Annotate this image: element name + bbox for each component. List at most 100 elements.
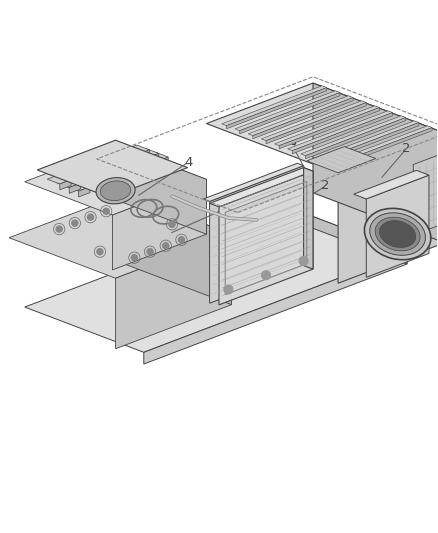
Polygon shape: [69, 183, 81, 193]
Polygon shape: [304, 167, 313, 269]
Circle shape: [261, 271, 270, 280]
Circle shape: [178, 237, 184, 243]
Polygon shape: [338, 133, 438, 283]
Polygon shape: [148, 154, 159, 164]
Polygon shape: [288, 111, 392, 151]
Polygon shape: [132, 159, 143, 169]
Polygon shape: [135, 149, 159, 158]
Polygon shape: [222, 86, 327, 126]
Polygon shape: [157, 157, 168, 167]
Polygon shape: [307, 147, 376, 173]
Text: 2: 2: [321, 180, 330, 192]
Polygon shape: [78, 163, 102, 172]
Circle shape: [97, 248, 103, 255]
Circle shape: [224, 285, 233, 294]
Polygon shape: [138, 150, 149, 160]
Polygon shape: [305, 118, 406, 159]
Polygon shape: [301, 116, 406, 156]
Polygon shape: [110, 175, 121, 185]
Polygon shape: [226, 87, 327, 129]
Circle shape: [131, 255, 138, 261]
Polygon shape: [235, 91, 340, 131]
Text: 4: 4: [184, 156, 193, 168]
Polygon shape: [119, 146, 206, 234]
Polygon shape: [327, 126, 432, 166]
Circle shape: [299, 256, 308, 265]
Polygon shape: [91, 168, 102, 178]
Polygon shape: [129, 158, 152, 167]
Polygon shape: [82, 176, 106, 185]
Ellipse shape: [364, 208, 431, 260]
Polygon shape: [116, 165, 127, 175]
Text: 2: 2: [402, 142, 410, 156]
Polygon shape: [60, 180, 71, 190]
Polygon shape: [266, 102, 366, 144]
Polygon shape: [275, 106, 379, 146]
Polygon shape: [57, 179, 81, 188]
Polygon shape: [116, 234, 232, 349]
Ellipse shape: [379, 221, 416, 247]
Polygon shape: [37, 140, 187, 197]
Polygon shape: [240, 93, 340, 134]
Ellipse shape: [375, 217, 420, 251]
Polygon shape: [110, 151, 134, 160]
Circle shape: [88, 214, 94, 220]
Polygon shape: [413, 154, 438, 235]
Polygon shape: [126, 145, 149, 154]
Ellipse shape: [370, 213, 425, 255]
Polygon shape: [354, 171, 429, 199]
Polygon shape: [123, 156, 134, 166]
Polygon shape: [72, 173, 96, 182]
Circle shape: [72, 220, 78, 226]
Polygon shape: [75, 174, 87, 184]
Polygon shape: [203, 163, 304, 201]
Circle shape: [147, 248, 153, 255]
Polygon shape: [253, 98, 353, 139]
Polygon shape: [144, 252, 407, 364]
Polygon shape: [94, 181, 106, 191]
Polygon shape: [219, 171, 313, 305]
Circle shape: [56, 226, 62, 232]
Polygon shape: [97, 170, 121, 179]
Polygon shape: [366, 175, 429, 277]
Polygon shape: [25, 207, 407, 352]
Polygon shape: [107, 162, 118, 172]
Polygon shape: [113, 179, 206, 270]
Polygon shape: [85, 177, 96, 188]
Polygon shape: [210, 166, 304, 303]
Text: 1: 1: [223, 201, 232, 214]
Polygon shape: [66, 182, 90, 191]
Polygon shape: [126, 169, 137, 179]
Polygon shape: [206, 83, 438, 174]
Polygon shape: [9, 193, 232, 278]
Polygon shape: [319, 123, 419, 164]
Polygon shape: [248, 96, 353, 136]
Circle shape: [169, 221, 175, 228]
Polygon shape: [113, 164, 137, 173]
Polygon shape: [25, 146, 206, 215]
Ellipse shape: [100, 181, 131, 200]
Polygon shape: [101, 171, 112, 181]
Ellipse shape: [96, 177, 135, 204]
Polygon shape: [210, 167, 313, 207]
Polygon shape: [125, 193, 232, 305]
Polygon shape: [47, 175, 71, 184]
Polygon shape: [78, 187, 90, 197]
Polygon shape: [94, 157, 118, 166]
Polygon shape: [145, 152, 168, 161]
Polygon shape: [279, 108, 379, 149]
Text: 3: 3: [289, 140, 297, 154]
Polygon shape: [261, 101, 366, 141]
Polygon shape: [288, 207, 407, 264]
Polygon shape: [88, 166, 112, 175]
Polygon shape: [313, 83, 438, 243]
Circle shape: [103, 208, 109, 214]
Polygon shape: [104, 160, 127, 169]
Polygon shape: [332, 127, 432, 169]
Polygon shape: [314, 121, 419, 160]
Polygon shape: [141, 163, 152, 173]
Polygon shape: [63, 169, 87, 178]
Polygon shape: [119, 155, 143, 164]
Circle shape: [162, 243, 169, 249]
Polygon shape: [292, 112, 392, 154]
